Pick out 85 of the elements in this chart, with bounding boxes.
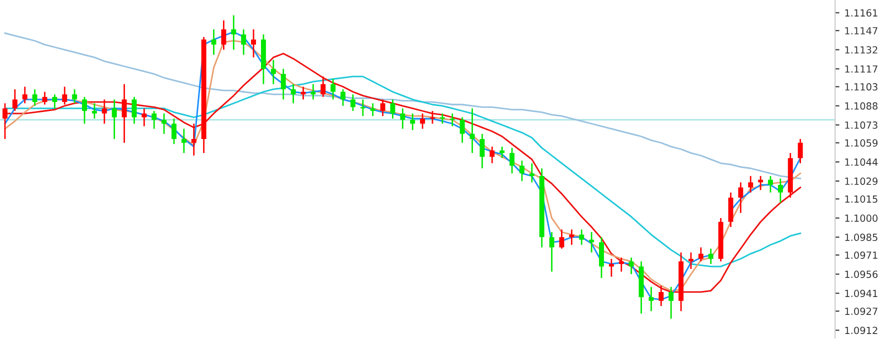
candlestick — [519, 160, 524, 182]
y-tick-label: 1.1117 — [845, 65, 878, 73]
candlestick — [241, 28, 246, 56]
y-tick-label: 1.0927 — [845, 308, 878, 315]
line-series — [4, 32, 802, 180]
y-tick-label: 1.1044 — [845, 158, 878, 166]
candlestick — [142, 108, 147, 127]
candlestick — [648, 286, 654, 312]
candlestick — [549, 231, 554, 272]
candlestick — [668, 286, 674, 320]
candlestick — [400, 108, 406, 130]
y-tick-label: 1.1073 — [845, 121, 878, 129]
candlestick — [589, 231, 594, 254]
candlestick — [62, 86, 68, 106]
candlestick — [102, 98, 107, 124]
candlestick — [748, 175, 754, 194]
y-tick-label: 1.1161 — [845, 9, 878, 17]
candlestick — [310, 83, 316, 100]
candlestick — [778, 178, 783, 204]
candlestick — [510, 147, 514, 174]
candlestick — [32, 88, 38, 107]
y-tick-label: 1.1147 — [845, 27, 878, 34]
candlestick — [122, 83, 127, 144]
candlestick — [112, 98, 117, 140]
candlestick — [628, 256, 634, 275]
y-tick-label: 1.0956 — [845, 270, 878, 278]
candlestick — [708, 248, 714, 265]
candlestick — [579, 228, 584, 246]
candlestick — [22, 86, 28, 104]
y-tick-label: 1.1000 — [845, 214, 878, 222]
candlestick — [12, 88, 18, 112]
y-tick-label: 1.0985 — [845, 234, 878, 241]
candlestick — [300, 86, 306, 100]
candlestick — [738, 182, 744, 214]
candlestick — [231, 14, 236, 50]
y-tick-label: 1.0971 — [845, 251, 878, 259]
candlestick — [390, 98, 396, 120]
candlestick — [768, 175, 773, 194]
y-tick-label: 1.0941 — [845, 290, 878, 298]
candlestick — [450, 112, 455, 127]
candlestick — [559, 228, 564, 250]
candlestick — [152, 110, 157, 130]
candlestick — [460, 116, 465, 144]
y-tick-label: 1.1059 — [845, 139, 878, 147]
y-tick-label: 1.1088 — [845, 102, 878, 110]
candlestick — [280, 68, 286, 100]
candlestick — [290, 83, 296, 104]
candlestick — [92, 102, 97, 120]
candlestick — [758, 175, 764, 191]
candlestick — [798, 138, 803, 164]
candlestick — [350, 94, 356, 112]
candlestick — [420, 112, 426, 130]
candlestick — [221, 20, 226, 50]
candlestick — [270, 59, 276, 85]
y-tick-label: 1.1103 — [845, 83, 878, 91]
candlestick — [480, 133, 485, 170]
candlestick — [52, 94, 58, 110]
candlestick — [132, 96, 137, 124]
candlestick — [370, 102, 376, 117]
candlestick — [162, 112, 167, 135]
candlestick — [608, 258, 614, 278]
y-tick-label: 1.0912 — [845, 326, 878, 334]
candlestick — [251, 28, 256, 58]
candlestick — [698, 246, 704, 262]
candlestick — [688, 252, 694, 270]
candlestick — [490, 146, 495, 164]
candlestick — [500, 146, 505, 159]
candlestick — [320, 76, 326, 98]
candlestick — [618, 256, 624, 272]
candlestick — [340, 88, 346, 107]
y-tick-label: 1.1029 — [845, 178, 878, 185]
y-tick-label: 1.1132 — [845, 46, 878, 54]
candlestick — [72, 88, 78, 104]
candlestick — [191, 122, 196, 156]
candlestick — [360, 98, 366, 117]
candlestick — [658, 284, 664, 307]
candlestick — [529, 162, 534, 184]
candlestick — [181, 128, 186, 154]
candlestick — [569, 228, 574, 246]
candlestick — [410, 112, 416, 131]
y-tick-label: 1.1015 — [845, 195, 878, 203]
candlestick — [82, 96, 87, 124]
candlestick — [2, 102, 8, 140]
candlestick — [330, 78, 336, 100]
candlestick — [172, 118, 176, 145]
